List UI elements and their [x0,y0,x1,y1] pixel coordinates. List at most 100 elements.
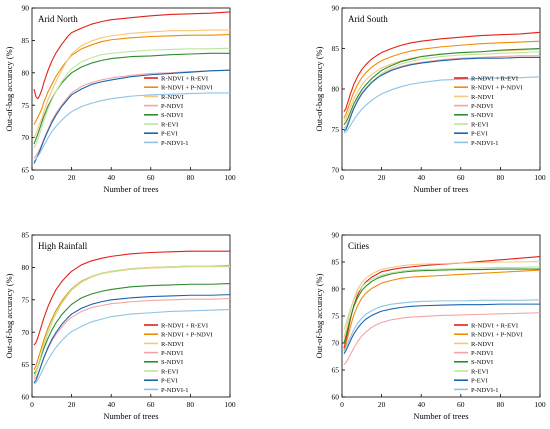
y-tick-label: 60 [22,393,30,402]
y-tick-label: 70 [22,133,30,142]
y-tick-label: 75 [332,125,340,134]
x-axis-label: Number of trees [103,411,158,421]
legend-entry: R-NDVI + R-EVI [471,75,518,82]
legend-entry: R-NDVI + P-NDVI [471,332,523,339]
chart-title: Arid South [348,14,388,24]
legend-entry: R-NDVI [161,94,184,101]
legend-entry: R-NDVI + R-EVI [161,75,208,82]
series-line-5 [33,52,230,145]
series-line-5 [343,268,540,344]
x-tick-label: 60 [457,173,465,182]
legend-entry: R-NDVI [471,341,494,348]
x-tick-label: 20 [378,173,386,182]
series-line-2 [343,40,541,119]
series-line-8 [33,92,230,162]
series-line-2 [343,269,541,352]
x-tick-label: 40 [417,400,425,409]
y-tick-label: 85 [22,36,30,45]
series-line-8 [33,308,231,385]
plot-frame [31,7,231,171]
x-tick-label: 80 [497,400,505,409]
y-tick-label: 85 [22,231,30,240]
x-tick-label: 20 [68,173,76,182]
y-tick-label: 65 [332,366,340,375]
y-tick-label: 70 [332,339,340,348]
legend-entry: R-NDVI + P-NDVI [161,332,213,339]
legend-entry: R-NDVI + R-EVI [161,322,208,329]
legend-entry: S-NDVI [161,112,183,119]
legend-entry: P-NDVI-1 [471,387,498,394]
y-axis-label: Out-of-bag accuracy (%) [314,273,324,358]
x-tick-label: 40 [417,173,425,182]
legend-entry: R-EVI [161,368,178,375]
legend-entry: P-NDVI-1 [161,140,188,147]
plot-frame [31,234,231,398]
x-tick-label: 100 [534,400,546,409]
legend-entry: P-NDVI [471,350,493,357]
y-tick-label: 90 [332,4,340,13]
x-tick-label: 0 [30,173,34,182]
x-tick-label: 20 [378,400,386,409]
legend-entry: S-NDVI [471,359,493,366]
legend-entry: R-NDVI + P-NDVI [471,85,523,92]
x-tick-label: 0 [340,400,344,409]
y-tick-label: 60 [332,393,340,402]
legend-entry: R-NDVI [161,341,184,348]
series-line-2 [33,264,231,371]
chart-title: Cities [348,241,369,251]
legend-entry: P-EVI [161,378,178,385]
y-tick-label: 90 [332,231,340,240]
series-line-6 [33,265,230,377]
legend-entry: S-NDVI [161,359,183,366]
chart-panel-4: 0 20 40 60 80 100 60 65 70 75 80 85 90 Number of tree… [314,231,546,421]
legend-entry: R-EVI [471,368,488,375]
x-tick-label: 100 [534,173,546,182]
legend-entry: P-EVI [161,131,178,138]
y-tick-label: 75 [22,295,30,304]
y-tick-label: 80 [332,285,340,294]
x-tick-label: 60 [147,173,155,182]
series-line-6 [33,47,231,149]
series-line-8 [343,76,541,134]
y-tick-label: 75 [332,312,340,321]
x-tick-label: 20 [68,400,76,409]
legend-entry: R-EVI [161,121,178,128]
series-line-3 [33,29,230,138]
legend-entry: P-NDVI-1 [471,140,498,147]
x-axis-label: Number of trees [413,411,468,421]
y-tick-label: 85 [332,44,340,53]
y-axis-label: Out-of-bag accuracy (%) [4,46,14,131]
x-tick-label: 80 [497,173,505,182]
chart-panel-1: 0 20 40 60 80 100 65 70 75 80 85 90 Number of trees O… [4,4,236,194]
legend-entry: R-NDVI + R-EVI [471,322,518,329]
legend-entry: R-EVI [471,121,488,128]
series-line-5 [343,47,541,125]
x-tick-label: 40 [107,173,115,182]
x-tick-label: 0 [30,400,34,409]
x-tick-label: 0 [340,173,344,182]
chart-panel-3: 0 20 40 60 80 100 60 65 70 75 80 85 Number of trees O… [4,231,236,421]
x-tick-label: 100 [224,173,236,182]
x-axis-label: Number of trees [413,184,468,194]
y-tick-label: 65 [22,166,30,175]
series-line-7 [33,69,231,164]
y-tick-label: 80 [332,85,340,94]
y-axis-label: Out-of-bag accuracy (%) [314,46,324,131]
legend: R-NDVI + R-EVI R-NDVI + P-NDVI R-NDVI P-NDV… [454,75,523,147]
y-tick-label: 85 [332,258,340,267]
y-tick-label: 80 [22,263,30,272]
legend-entry: P-EVI [471,131,488,138]
x-tick-label: 60 [457,400,465,409]
series-line-1 [33,11,231,100]
x-tick-label: 80 [187,173,195,182]
legend-entry: P-NDVI [471,103,493,110]
legend-entry: R-NDVI + P-NDVI [161,85,213,92]
legend: R-NDVI + R-EVI R-NDVI + P-NDVI R-NDVI P-NDV… [144,75,213,147]
y-tick-label: 90 [22,4,30,13]
legend-entry: P-EVI [471,378,488,385]
series-line-1 [33,250,230,346]
x-axis-label: Number of trees [103,184,158,194]
series-line-7 [343,56,540,132]
series-line-8 [343,299,541,352]
